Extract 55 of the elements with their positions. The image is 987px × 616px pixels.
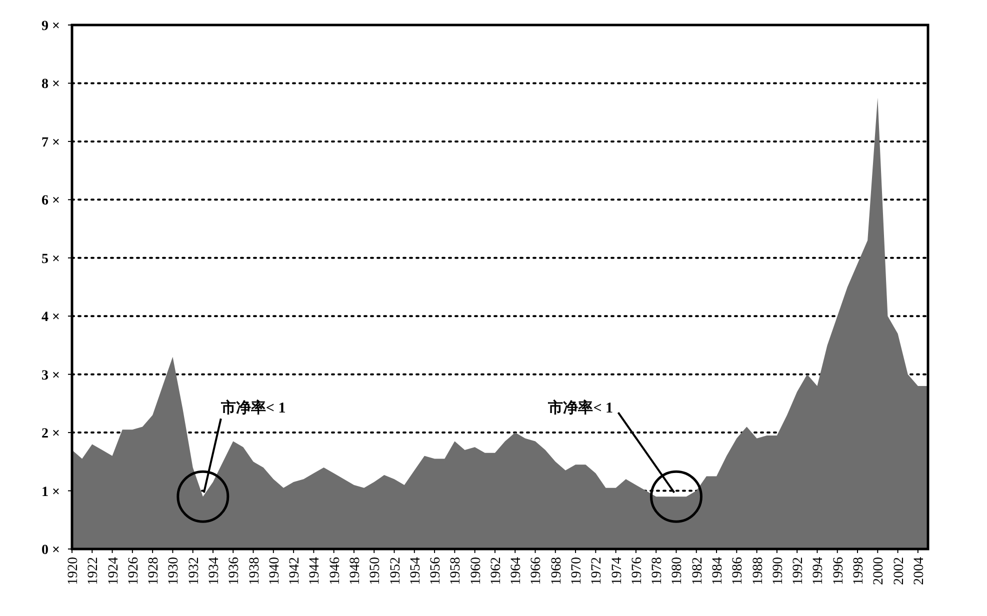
x-tick-label: 1984 (710, 557, 726, 585)
x-tick-label: 2002 (892, 557, 907, 585)
x-tick-label: 1982 (690, 557, 706, 585)
y-tick-label: 6 × (42, 194, 60, 209)
x-tick-label: 1956 (428, 557, 444, 585)
y-tick-label: 2 × (42, 426, 60, 442)
y-tick-label: 4 × (42, 310, 60, 326)
x-tick-label: 1980 (670, 557, 686, 585)
x-tick-label: 2000 (872, 557, 887, 585)
x-tick-label: 2004 (912, 557, 927, 585)
x-tick-label: 1934 (206, 557, 222, 585)
annotation: 市净率< 1 (220, 398, 286, 417)
y-tick-label: 5 × (42, 252, 60, 267)
y-tick-label: 7 × (42, 135, 60, 150)
x-tick-label: 1964 (509, 557, 524, 585)
x-tick-label: 1954 (408, 557, 424, 585)
x-tick-label: 1986 (730, 557, 746, 585)
x-tick-label: 1976 (630, 557, 645, 585)
annotation: 市净率< 1 (547, 398, 614, 417)
x-tick-label: 1960 (468, 557, 484, 585)
x-tick-label: 1950 (368, 557, 384, 585)
x-tick-label: 1930 (166, 557, 182, 585)
x-tick-label: 1932 (186, 557, 202, 585)
x-tick-label: 1940 (267, 557, 282, 585)
x-tick-label: 1998 (852, 557, 867, 585)
x-tick-label: 1972 (590, 557, 605, 585)
x-tick-label: 1926 (126, 557, 142, 585)
y-tick-label: 1 × (42, 484, 60, 500)
x-tick-label: 1968 (549, 557, 564, 585)
y-tick-label: 8 × (42, 77, 60, 92)
x-tick-label: 1978 (650, 557, 666, 585)
x-tick-label: 1924 (106, 557, 122, 585)
x-tick-label: 1974 (610, 557, 625, 585)
x-tick-label: 1948 (348, 557, 363, 585)
x-tick-label: 1928 (146, 557, 162, 585)
x-tick-label: 1944 (308, 557, 323, 585)
x-tick-label: 1966 (529, 557, 544, 585)
x-tick-label: 1936 (227, 557, 242, 585)
x-tick-label: 1992 (791, 557, 806, 585)
x-tick-label: 1920 (66, 557, 81, 585)
x-tick-label: 1996 (831, 557, 846, 585)
x-tick-label: 1962 (488, 557, 504, 585)
x-tick-label: 1970 (570, 557, 585, 585)
x-tick-label: 1922 (86, 557, 102, 585)
x-tick-label: 1938 (247, 557, 262, 585)
x-tick-label: 1946 (328, 557, 343, 585)
x-tick-label: 1988 (750, 557, 766, 585)
x-tick-label: 1942 (288, 557, 303, 585)
x-tick-label: 1952 (388, 557, 404, 585)
y-tick-label: 3 × (42, 368, 60, 384)
x-tick-label: 1994 (811, 557, 826, 585)
y-tick-label: 0 × (42, 543, 60, 558)
x-tick-label: 1990 (770, 557, 786, 585)
x-tick-label: 1958 (448, 557, 464, 585)
y-tick-label: 9 × (42, 19, 60, 34)
